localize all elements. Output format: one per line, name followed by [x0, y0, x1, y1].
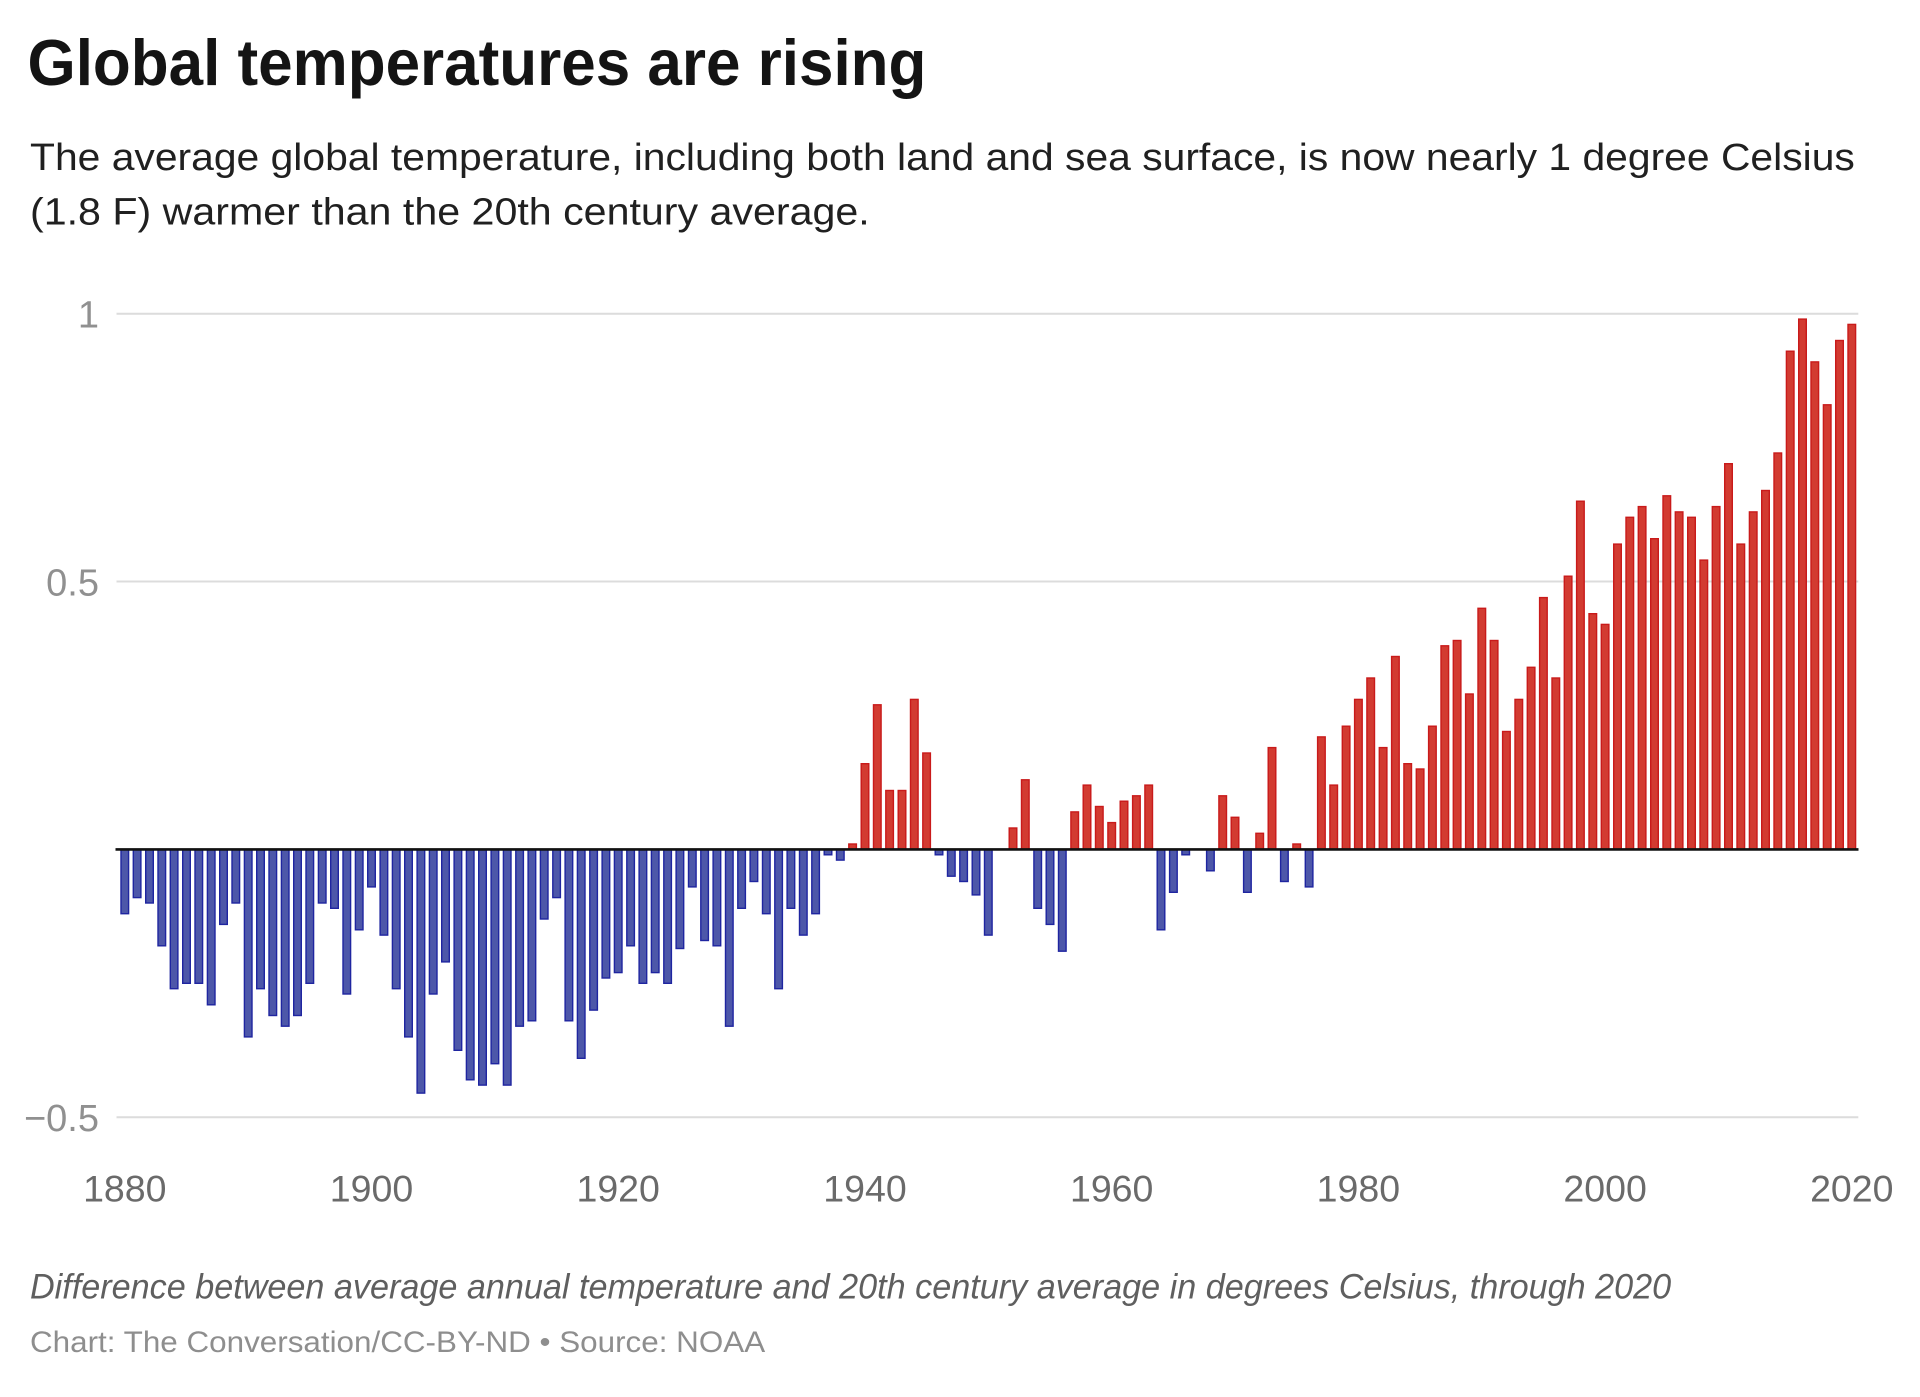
svg-text:Chart: The Conversation/CC-BY-: Chart: The Conversation/CC-BY-ND • Sourc… — [30, 1325, 766, 1359]
svg-text:1940: 1940 — [823, 1167, 906, 1209]
svg-text:1900: 1900 — [330, 1167, 413, 1209]
svg-text:1960: 1960 — [1070, 1167, 1153, 1209]
svg-text:−0.5: −0.5 — [24, 1098, 99, 1140]
svg-text:2020: 2020 — [1810, 1167, 1893, 1209]
svg-text:1980: 1980 — [1317, 1167, 1400, 1209]
svg-text:1920: 1920 — [576, 1167, 659, 1209]
svg-text:0.5: 0.5 — [46, 562, 99, 604]
svg-text:The average global temperature: The average global temperature, includin… — [30, 136, 1855, 178]
svg-text:1: 1 — [78, 295, 99, 337]
svg-text:Difference between average ann: Difference between average annual temper… — [30, 1268, 1671, 1306]
svg-text:Global temperatures are rising: Global temperatures are rising — [28, 28, 927, 100]
svg-text:1880: 1880 — [83, 1167, 166, 1209]
svg-text:(1.8 F) warmer than the 20th c: (1.8 F) warmer than the 20th century ave… — [30, 191, 870, 233]
svg-text:2000: 2000 — [1563, 1167, 1646, 1209]
